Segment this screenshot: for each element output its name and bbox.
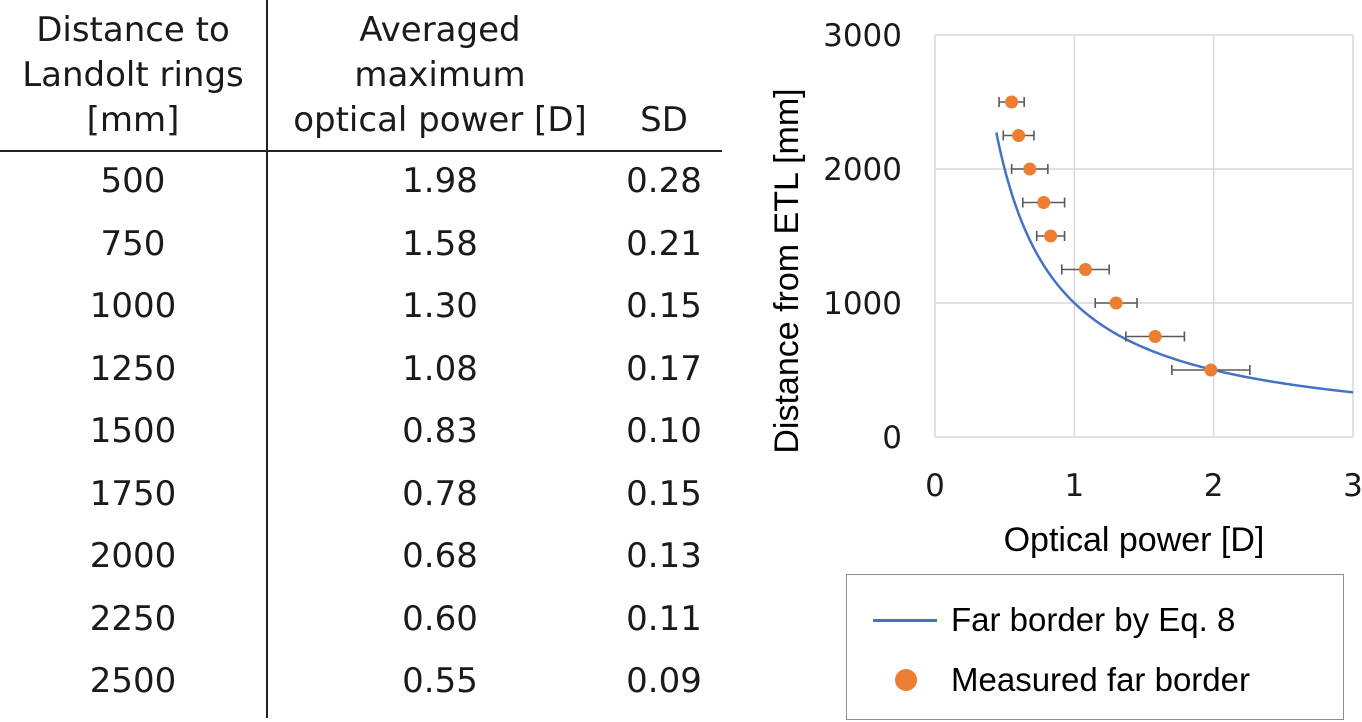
cell-optical-power: 1.98 [402, 161, 478, 201]
data-point [1078, 263, 1092, 276]
cell-optical-power: 0.83 [402, 411, 478, 451]
table-row: 1250 1.08 0.17 [0, 338, 722, 400]
y-axis-title: Distance from ETL [mm] [768, 88, 806, 453]
cell-optical-power: 0.68 [402, 536, 478, 576]
cell-optical-power: 0.78 [402, 473, 478, 514]
cell-optical-power: 1.30 [402, 286, 478, 326]
cell-sd: 0.10 [626, 411, 702, 451]
data-point [1012, 129, 1026, 142]
cell-distance: 2000 [89, 536, 177, 576]
cell-sd: 0.21 [626, 223, 702, 264]
x-axis-title: Optical power [D] [1004, 521, 1265, 559]
header-distance: Distance to Landolt rings [mm] [22, 10, 244, 140]
cell-distance: 1000 [89, 286, 177, 326]
cell-distance: 2500 [89, 661, 177, 701]
table-row: 500 1.98 0.28 [0, 150, 722, 212]
cell-sd: 0.09 [626, 661, 702, 701]
x-tick-label: 2 [1204, 468, 1224, 504]
cell-sd: 0.13 [626, 536, 702, 576]
column-divider [266, 0, 268, 718]
data-point [1023, 162, 1037, 176]
header-optical-power: Averaged maximum optical power [D] [293, 10, 587, 140]
cell-optical-power: 1.58 [402, 223, 478, 264]
table-row: 750 1.58 0.21 [0, 213, 722, 275]
cell-distance: 500 [100, 161, 166, 201]
x-tick-label: 3 [1343, 468, 1362, 504]
legend-dot-swatch [895, 669, 917, 691]
table-row: 2250 0.60 0.11 [0, 588, 722, 650]
y-tick-label: 3000 [823, 18, 902, 54]
cell-distance: 1250 [89, 348, 177, 389]
data-point [1044, 229, 1058, 243]
legend-item-measured: Measured far border [847, 655, 1343, 705]
cell-optical-power: 0.55 [402, 661, 478, 701]
cell-sd: 0.17 [626, 348, 702, 389]
table-row: 1000 1.30 0.15 [0, 275, 722, 337]
cell-distance: 1750 [89, 473, 177, 514]
x-tick-label: 1 [1064, 468, 1084, 504]
legend-item-model: Far border by Eq. 8 [847, 595, 1343, 645]
cell-sd: 0.11 [626, 598, 702, 639]
legend-line-swatch [873, 619, 937, 622]
model-curve [995, 132, 1354, 394]
cell-optical-power: 1.08 [402, 348, 478, 389]
table-row: 2500 0.55 0.09 [0, 650, 722, 712]
y-tick-label: 0 [882, 420, 902, 456]
cell-distance: 750 [100, 223, 166, 264]
header-divider [0, 150, 722, 152]
data-point [1148, 330, 1162, 343]
cell-distance: 1500 [89, 411, 177, 451]
data-point [1005, 95, 1019, 109]
legend-label-measured: Measured far border [951, 661, 1250, 698]
table-row: 1500 0.83 0.10 [0, 400, 722, 462]
cell-sd: 0.15 [626, 473, 702, 514]
y-tick-label: 2000 [823, 152, 902, 188]
x-tick-label: 0 [925, 468, 945, 504]
cell-optical-power: 0.60 [402, 598, 478, 639]
legend: Far border by Eq. 8 Measured far border [846, 574, 1344, 720]
results-table: Distance to Landolt rings [mm] Averaged … [0, 0, 722, 718]
data-point [1109, 296, 1123, 310]
legend-label-model: Far border by Eq. 8 [951, 601, 1236, 638]
y-tick-label: 1000 [823, 286, 902, 322]
data-point [1204, 363, 1218, 377]
table-row: 1750 0.78 0.15 [0, 463, 722, 525]
cell-sd: 0.15 [626, 286, 702, 326]
table-row: 2000 0.68 0.13 [0, 525, 722, 587]
header-sd: SD [640, 100, 688, 140]
cell-distance: 2250 [89, 598, 177, 639]
data-point [1037, 196, 1051, 209]
cell-sd: 0.28 [626, 161, 702, 201]
